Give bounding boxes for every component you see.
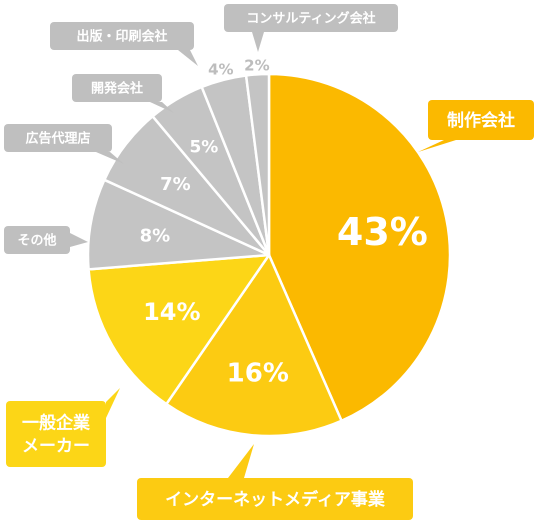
callout-tail-3 <box>106 388 120 418</box>
callout-4: その他 <box>4 226 88 254</box>
pie-slice-1 <box>267 72 452 423</box>
callout-label-4: その他 <box>17 233 56 249</box>
callout-5: 広告代理店 <box>4 124 124 164</box>
callout-box-1 <box>428 100 534 140</box>
callout-2: インターネットメディア事業 <box>137 444 413 520</box>
pie-slice-2 <box>165 253 343 438</box>
callout-box-6 <box>72 74 162 102</box>
callout-6: 開発会社 <box>72 74 174 113</box>
pie-value-label-2: 16% <box>227 359 289 389</box>
callout-label-6: 開発会社 <box>91 81 143 97</box>
callout-label-8: コンサルティング会社 <box>246 11 375 27</box>
pie-value-label-4: 8% <box>140 225 171 246</box>
callout-tail-8 <box>252 32 264 52</box>
callout-label-3: 一般企業メーカー <box>22 413 90 457</box>
callout-tail-4 <box>70 233 88 247</box>
pie-slice-8 <box>244 72 271 257</box>
callout-label-1: 制作会社 <box>447 110 515 131</box>
pie-slice-4 <box>86 178 271 271</box>
pie-value-label-1: 43% <box>337 210 428 254</box>
callout-tail-5 <box>96 152 124 164</box>
callout-box-8 <box>224 4 398 32</box>
callout-tail-7 <box>178 50 198 66</box>
callout-box-4 <box>4 226 70 254</box>
callout-tail-2 <box>228 444 254 478</box>
pie-value-labels: 43% 16% 14% 8% 7% 5% 4% 2% <box>140 57 428 389</box>
pie-value-label-5: 7% <box>160 174 191 195</box>
callout-box-7 <box>50 22 194 50</box>
pie-slice-3 <box>87 253 271 406</box>
callout-box-2 <box>137 478 413 520</box>
callout-tail-1 <box>418 140 456 152</box>
pie-value-label-6: 5% <box>189 137 218 157</box>
callout-label-5: 広告代理店 <box>25 131 90 147</box>
callout-1: 制作会社 <box>418 100 534 152</box>
callout-8: コンサルティング会社 <box>224 4 398 52</box>
callout-label-2: インターネットメディア事業 <box>165 489 385 510</box>
callout-box-3 <box>6 401 106 467</box>
pie-slices <box>86 72 452 438</box>
callout-label-7: 出版・印刷会社 <box>76 29 167 45</box>
pie-value-label-3: 14% <box>143 298 200 326</box>
pie-value-label-7: 4% <box>208 61 233 79</box>
pie-value-label-8: 2% <box>244 57 269 75</box>
callout-tail-6 <box>150 102 174 113</box>
callout-7: 出版・印刷会社 <box>50 22 198 66</box>
callout-box-5 <box>4 124 112 152</box>
callout-3: 一般企業メーカー <box>6 388 120 467</box>
